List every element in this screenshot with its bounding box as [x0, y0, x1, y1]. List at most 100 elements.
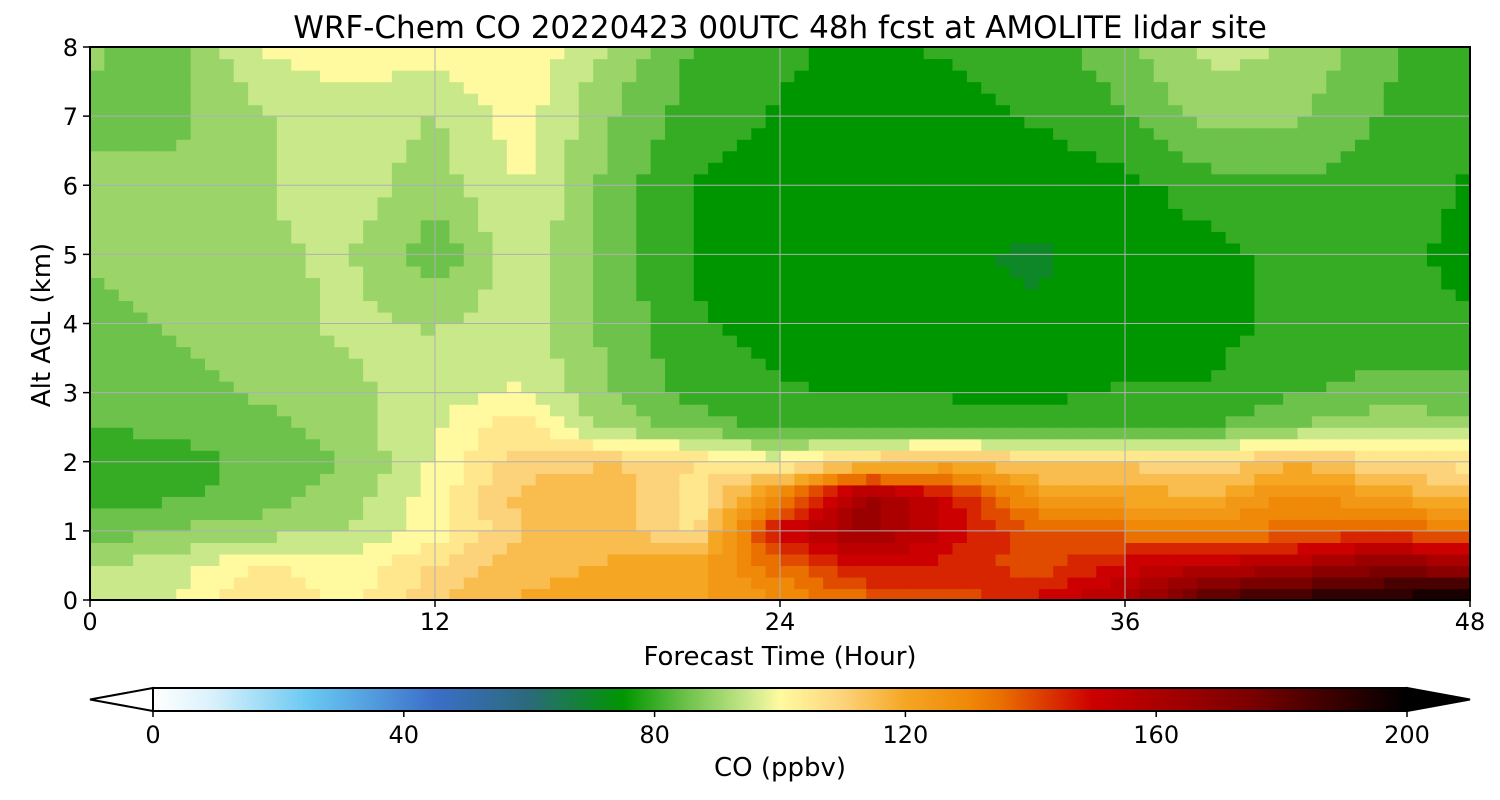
heatmap-cell — [1240, 461, 1255, 474]
heatmap-cell — [1369, 196, 1385, 209]
heatmap-cell — [1297, 473, 1313, 486]
heatmap-cell — [463, 208, 479, 221]
heatmap-cell — [1125, 277, 1140, 290]
heatmap-cell — [1283, 254, 1299, 267]
heatmap-cell — [219, 565, 235, 578]
heatmap-cell — [90, 358, 105, 371]
heatmap-cell — [1426, 358, 1442, 371]
heatmap-cell — [1053, 104, 1069, 117]
heatmap-cell — [751, 208, 767, 221]
heatmap-cell — [1254, 311, 1270, 325]
heatmap-cell — [966, 323, 982, 336]
heatmap-cell — [1283, 208, 1299, 221]
heatmap-cell — [722, 565, 738, 578]
heatmap-cell — [1010, 530, 1025, 543]
heatmap-cell — [650, 392, 666, 405]
heatmap-cell — [966, 150, 982, 163]
heatmap-cell — [679, 231, 695, 244]
heatmap-cell — [808, 438, 824, 451]
heatmap-cell — [1383, 93, 1399, 106]
heatmap-cell — [104, 150, 120, 163]
heatmap-cell — [391, 438, 407, 451]
heatmap-cell — [1383, 519, 1399, 532]
heatmap-cell — [90, 58, 105, 71]
heatmap-cell — [751, 346, 767, 359]
heatmap-cell — [708, 127, 724, 140]
heatmap-cell — [1182, 116, 1198, 129]
heatmap-cell — [593, 519, 609, 532]
heatmap-cell — [1038, 381, 1054, 394]
heatmap-cell — [320, 116, 335, 129]
heatmap-cell — [1455, 542, 1470, 555]
heatmap-cell — [248, 346, 264, 359]
heatmap-cell — [535, 196, 551, 209]
heatmap-cell — [190, 450, 206, 463]
heatmap-cell — [1383, 358, 1399, 371]
heatmap-cell — [1067, 139, 1083, 152]
heatmap-cell — [708, 542, 724, 555]
heatmap-cell — [1196, 150, 1212, 163]
heatmap-cell — [1110, 311, 1126, 325]
heatmap-cell — [1369, 185, 1385, 198]
heatmap-cell — [535, 323, 551, 336]
heatmap-cell — [866, 496, 882, 509]
heatmap-cell — [1426, 162, 1442, 175]
heatmap-cell — [176, 565, 192, 578]
heatmap-cell — [104, 507, 120, 520]
heatmap-cell — [463, 415, 479, 428]
heatmap-cell — [665, 427, 680, 440]
heatmap-cell — [133, 588, 149, 600]
heatmap-cell — [794, 208, 810, 221]
heatmap-cell — [895, 323, 910, 336]
heatmap-cell — [176, 139, 192, 152]
heatmap-cell — [1038, 358, 1054, 371]
heatmap-cell — [1283, 242, 1299, 255]
heatmap-cell — [190, 588, 206, 600]
heatmap-cell — [1139, 438, 1155, 451]
heatmap-cell — [564, 473, 580, 486]
heatmap-cell — [1010, 496, 1025, 509]
heatmap-cell — [1024, 507, 1040, 520]
heatmap-cell — [751, 438, 767, 451]
heatmap-cell — [636, 219, 652, 232]
heatmap-cell — [765, 93, 781, 106]
heatmap-cell — [550, 81, 565, 94]
heatmap-cell — [276, 565, 292, 578]
heatmap-cell — [104, 58, 120, 71]
heatmap-cell — [161, 219, 177, 232]
heatmap-cell — [550, 47, 565, 60]
heatmap-cell — [363, 150, 379, 163]
heatmap-cell — [276, 81, 292, 94]
heatmap-cell — [348, 150, 364, 163]
heatmap-cell — [636, 93, 652, 106]
heatmap-cell — [104, 311, 120, 325]
heatmap-cell — [1326, 208, 1342, 221]
heatmap-cell — [133, 565, 149, 578]
heatmap-cell — [1383, 346, 1399, 359]
heatmap-cell — [1024, 335, 1040, 348]
heatmap-cell — [995, 415, 1011, 428]
heatmap-cell — [837, 461, 853, 474]
heatmap-cell — [133, 507, 149, 520]
heatmap-cell — [1283, 438, 1299, 451]
heatmap-cell — [593, 277, 609, 290]
heatmap-cell — [1311, 58, 1327, 71]
heatmap-cell — [492, 392, 508, 405]
heatmap-cell — [535, 231, 551, 244]
heatmap-cell — [1110, 530, 1126, 543]
heatmap-cell — [736, 127, 752, 140]
heatmap-cell — [578, 173, 594, 186]
heatmap-cell — [1211, 484, 1227, 497]
heatmap-cell — [851, 288, 867, 302]
heatmap-cell — [377, 162, 393, 175]
heatmap-cell — [679, 311, 695, 325]
heatmap-cell — [205, 127, 220, 140]
heatmap-cell — [780, 139, 795, 152]
heatmap-cell — [420, 58, 436, 71]
heatmap-cell — [348, 93, 364, 106]
heatmap-cell — [1024, 404, 1040, 417]
heatmap-cell — [1297, 104, 1313, 117]
heatmap-cell — [564, 346, 580, 359]
heatmap-cell — [1412, 588, 1428, 600]
heatmap-cell — [765, 254, 781, 267]
